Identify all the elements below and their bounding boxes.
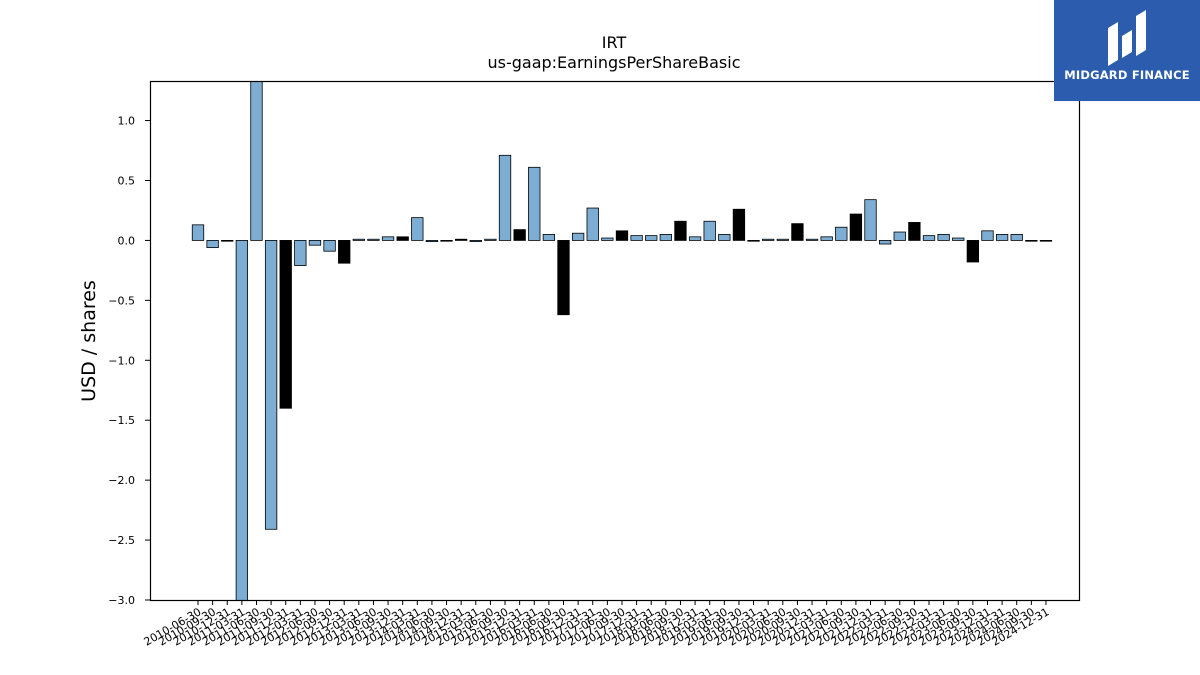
bar-2022-03-31 bbox=[878, 240, 892, 245]
y-tick-label: −1.5 bbox=[108, 414, 135, 427]
bar-2018-06-30 bbox=[659, 234, 672, 241]
bar-2024-12-31 bbox=[1039, 240, 1053, 242]
y-tick-label: 0.5 bbox=[118, 174, 136, 187]
bar-2020-12-31 bbox=[805, 238, 819, 241]
bar-2021-09-30 bbox=[849, 213, 863, 241]
bar-2022-12-31 bbox=[922, 235, 936, 241]
bar-2014-09-30 bbox=[440, 240, 453, 242]
bar-2022-06-30 bbox=[893, 231, 906, 241]
y-tick-label: −3.0 bbox=[108, 594, 135, 607]
bar-2012-12-31 bbox=[338, 240, 351, 264]
bar-2016-06-30 bbox=[542, 234, 556, 241]
bar-2023-12-31 bbox=[981, 230, 994, 241]
bar-2011-09-30 bbox=[264, 240, 278, 530]
midgard-finance-logo: MIDGARD FINANCE bbox=[1054, 0, 1200, 101]
bar-2017-06-30 bbox=[601, 237, 614, 241]
bar-2015-06-30 bbox=[484, 238, 497, 241]
bar-2017-09-30 bbox=[615, 230, 629, 241]
bar-2013-03-31 bbox=[352, 238, 365, 241]
bar-2010-09-30 bbox=[206, 240, 219, 249]
bar-2013-09-30 bbox=[381, 236, 395, 241]
y-tick-label: −2.0 bbox=[108, 474, 135, 487]
bar-2016-03-31 bbox=[528, 166, 541, 241]
bar-2019-03-31 bbox=[703, 220, 716, 241]
bar-2018-09-30 bbox=[674, 220, 687, 241]
bar-2014-12-31 bbox=[455, 238, 468, 241]
bar-2019-12-31 bbox=[747, 240, 760, 242]
bar-2014-03-31 bbox=[411, 217, 424, 241]
bar-2021-06-30 bbox=[835, 226, 848, 241]
bar-2023-03-31 bbox=[937, 234, 950, 241]
bar-2017-03-31 bbox=[586, 207, 599, 241]
bar-2023-06-30 bbox=[952, 237, 965, 241]
bar-2020-03-31 bbox=[762, 238, 775, 241]
bar-2020-06-30 bbox=[776, 238, 789, 241]
bar-2017-12-31 bbox=[630, 235, 643, 241]
bar-2014-06-30 bbox=[425, 240, 439, 243]
bar-2011-12-31 bbox=[279, 240, 292, 409]
y-tick-label: −2.5 bbox=[108, 534, 135, 547]
y-axis-label: USD / shares bbox=[78, 280, 100, 402]
logo-text: MIDGARD FINANCE bbox=[1064, 68, 1190, 82]
bar-2015-12-31 bbox=[513, 229, 526, 241]
y-tick-label: −0.5 bbox=[108, 294, 135, 307]
bar-2016-09-30 bbox=[557, 240, 570, 316]
bar-2021-12-31 bbox=[864, 199, 877, 241]
y-axis-ticks: −3.0 −2.5 −2.0 −1.5 −1.0 −0.5 0.0 0.5 1.0 bbox=[108, 115, 150, 607]
bar-2018-12-31 bbox=[688, 236, 702, 241]
bar-2013-06-30 bbox=[367, 238, 380, 241]
bar-2010-12-31 bbox=[221, 240, 234, 242]
plot-frame bbox=[149, 80, 1081, 602]
bar-2012-03-31 bbox=[294, 240, 307, 266]
bar-2013-12-31 bbox=[396, 236, 409, 241]
bar-2024-09-30 bbox=[1025, 240, 1038, 242]
bar-2012-09-30 bbox=[323, 240, 336, 252]
bar-2020-09-30 bbox=[791, 223, 804, 241]
bar-2023-09-30 bbox=[966, 240, 980, 263]
bar-2018-03-31 bbox=[645, 235, 658, 241]
bar-2021-03-31 bbox=[820, 236, 833, 241]
bar-2016-12-31 bbox=[571, 232, 585, 241]
y-tick-label: 0.0 bbox=[118, 234, 136, 247]
y-tick-label: 1.0 bbox=[118, 115, 136, 128]
logo-mark-icon bbox=[1108, 10, 1146, 66]
bar-2022-09-30 bbox=[908, 222, 921, 241]
chart-subtitle: us-gaap:EarningsPerShareBasic bbox=[487, 53, 740, 72]
y-tick-label: −1.0 bbox=[108, 354, 135, 367]
bar-2012-06-30 bbox=[308, 240, 322, 246]
x-axis-ticks: 2010-06-302010-09-302010-12-312011-03-31… bbox=[142, 600, 1051, 649]
bar-2011-06-30 bbox=[250, 81, 263, 241]
bar-2024-06-30 bbox=[1010, 234, 1023, 241]
bar-2024-03-31 bbox=[995, 234, 1009, 241]
bar-2015-09-30 bbox=[498, 154, 512, 241]
bars-group bbox=[191, 81, 1053, 600]
bar-2019-09-30 bbox=[732, 208, 746, 241]
bar-2019-06-30 bbox=[718, 234, 731, 241]
bar-2011-03-31 bbox=[235, 240, 249, 600]
bar-2015-03-31 bbox=[469, 240, 482, 243]
bar-2010-06-30 bbox=[191, 224, 205, 241]
chart-title: IRT bbox=[602, 33, 627, 52]
